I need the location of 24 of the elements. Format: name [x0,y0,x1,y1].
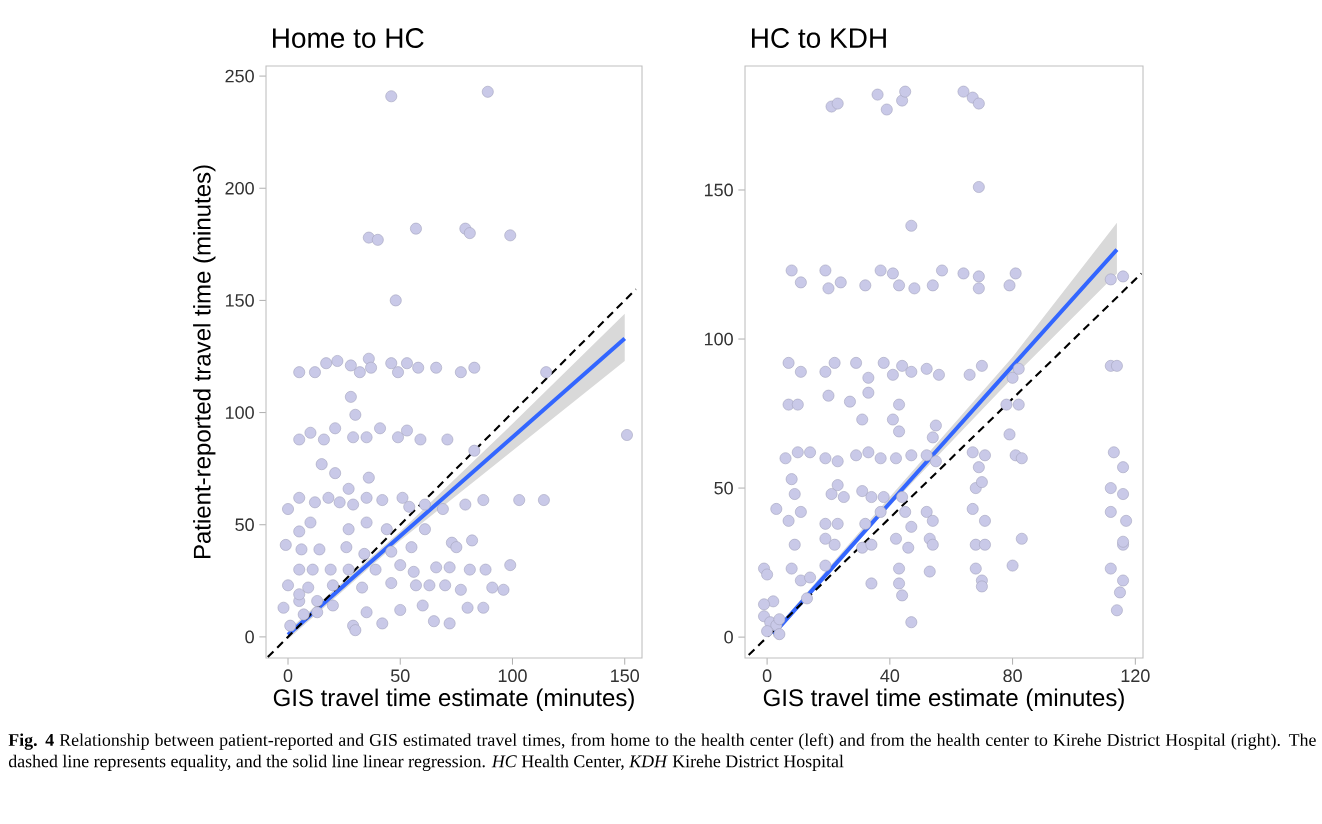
y-tick-label: 0 [724,630,733,644]
text: Fig. 4 Relationship between patient-reported and GIS estimated travel times, from home to the health center (left) and from the health center to Kirehe District Hospital (right). The dashed line represents equality, and the solid line linear regression. HC Health Center, KDH Kirehe District Hospital [8,733,1316,772]
y-tick-label: 150 [704,183,733,197]
chart-title: Home to HC [273,28,424,48]
x-axis-title: GIS travel time estimate (minutes) [273,688,634,711]
y-tick-label: 0 [245,630,254,644]
x-tick-label: 100 [498,669,527,683]
x-tick-label: 150 [611,669,640,683]
y-tick-label: 100 [225,406,254,419]
y-tick-label: 50 [714,481,733,495]
x-tick-label: 120 [1121,669,1150,683]
y-tick-label: 100 [704,332,733,346]
x-tick-label: 0 [283,669,293,683]
chart-title: HC to KDH [752,28,886,48]
x-axis-title: GIS travel time estimate (minutes) [763,688,1124,711]
y-tick-label: 50 [235,518,254,532]
y-tick-label: 150 [225,294,254,307]
y-tick-label: 250 [225,69,254,83]
x-tick-label: 0 [762,669,772,683]
y-tick-label: 200 [225,181,254,195]
x-tick-label: 80 [1003,669,1022,683]
x-tick-label: 50 [390,669,410,683]
y-axis-title: Patient-reported travel time (minutes) [193,165,216,559]
x-tick-label: 40 [880,669,900,683]
